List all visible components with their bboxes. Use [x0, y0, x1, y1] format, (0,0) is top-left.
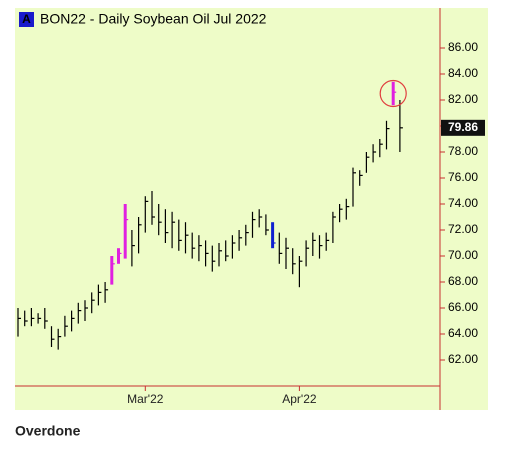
y-tick-label: 78.00 [448, 144, 478, 158]
caption: Overdone [15, 423, 81, 439]
y-tick-label: 68.00 [448, 274, 478, 288]
x-tick-label: Mar'22 [127, 392, 164, 406]
highlight-circle [379, 79, 407, 108]
last-price-box [441, 119, 485, 136]
y-tick-label: 64.00 [448, 326, 478, 340]
y-tick-label: 74.00 [448, 196, 478, 210]
y-tick-label: 62.00 [448, 352, 478, 366]
chart-title: BON22 - Daily Soybean Oil Jul 2022 [40, 11, 267, 27]
y-tick-label: 84.00 [448, 66, 478, 80]
last-price-label: 79.86 [448, 120, 478, 134]
y-tick-label: 70.00 [448, 248, 478, 262]
badge: A [22, 12, 31, 26]
y-tick-label: 82.00 [448, 92, 478, 106]
y-tick-label: 76.00 [448, 170, 478, 184]
y-tick-label: 72.00 [448, 222, 478, 236]
chart-background [15, 8, 488, 410]
y-tick-label: 86.00 [448, 40, 478, 54]
y-tick-label: 66.00 [448, 300, 478, 314]
x-tick-label: Apr'22 [282, 392, 317, 406]
badge-box [19, 12, 34, 27]
